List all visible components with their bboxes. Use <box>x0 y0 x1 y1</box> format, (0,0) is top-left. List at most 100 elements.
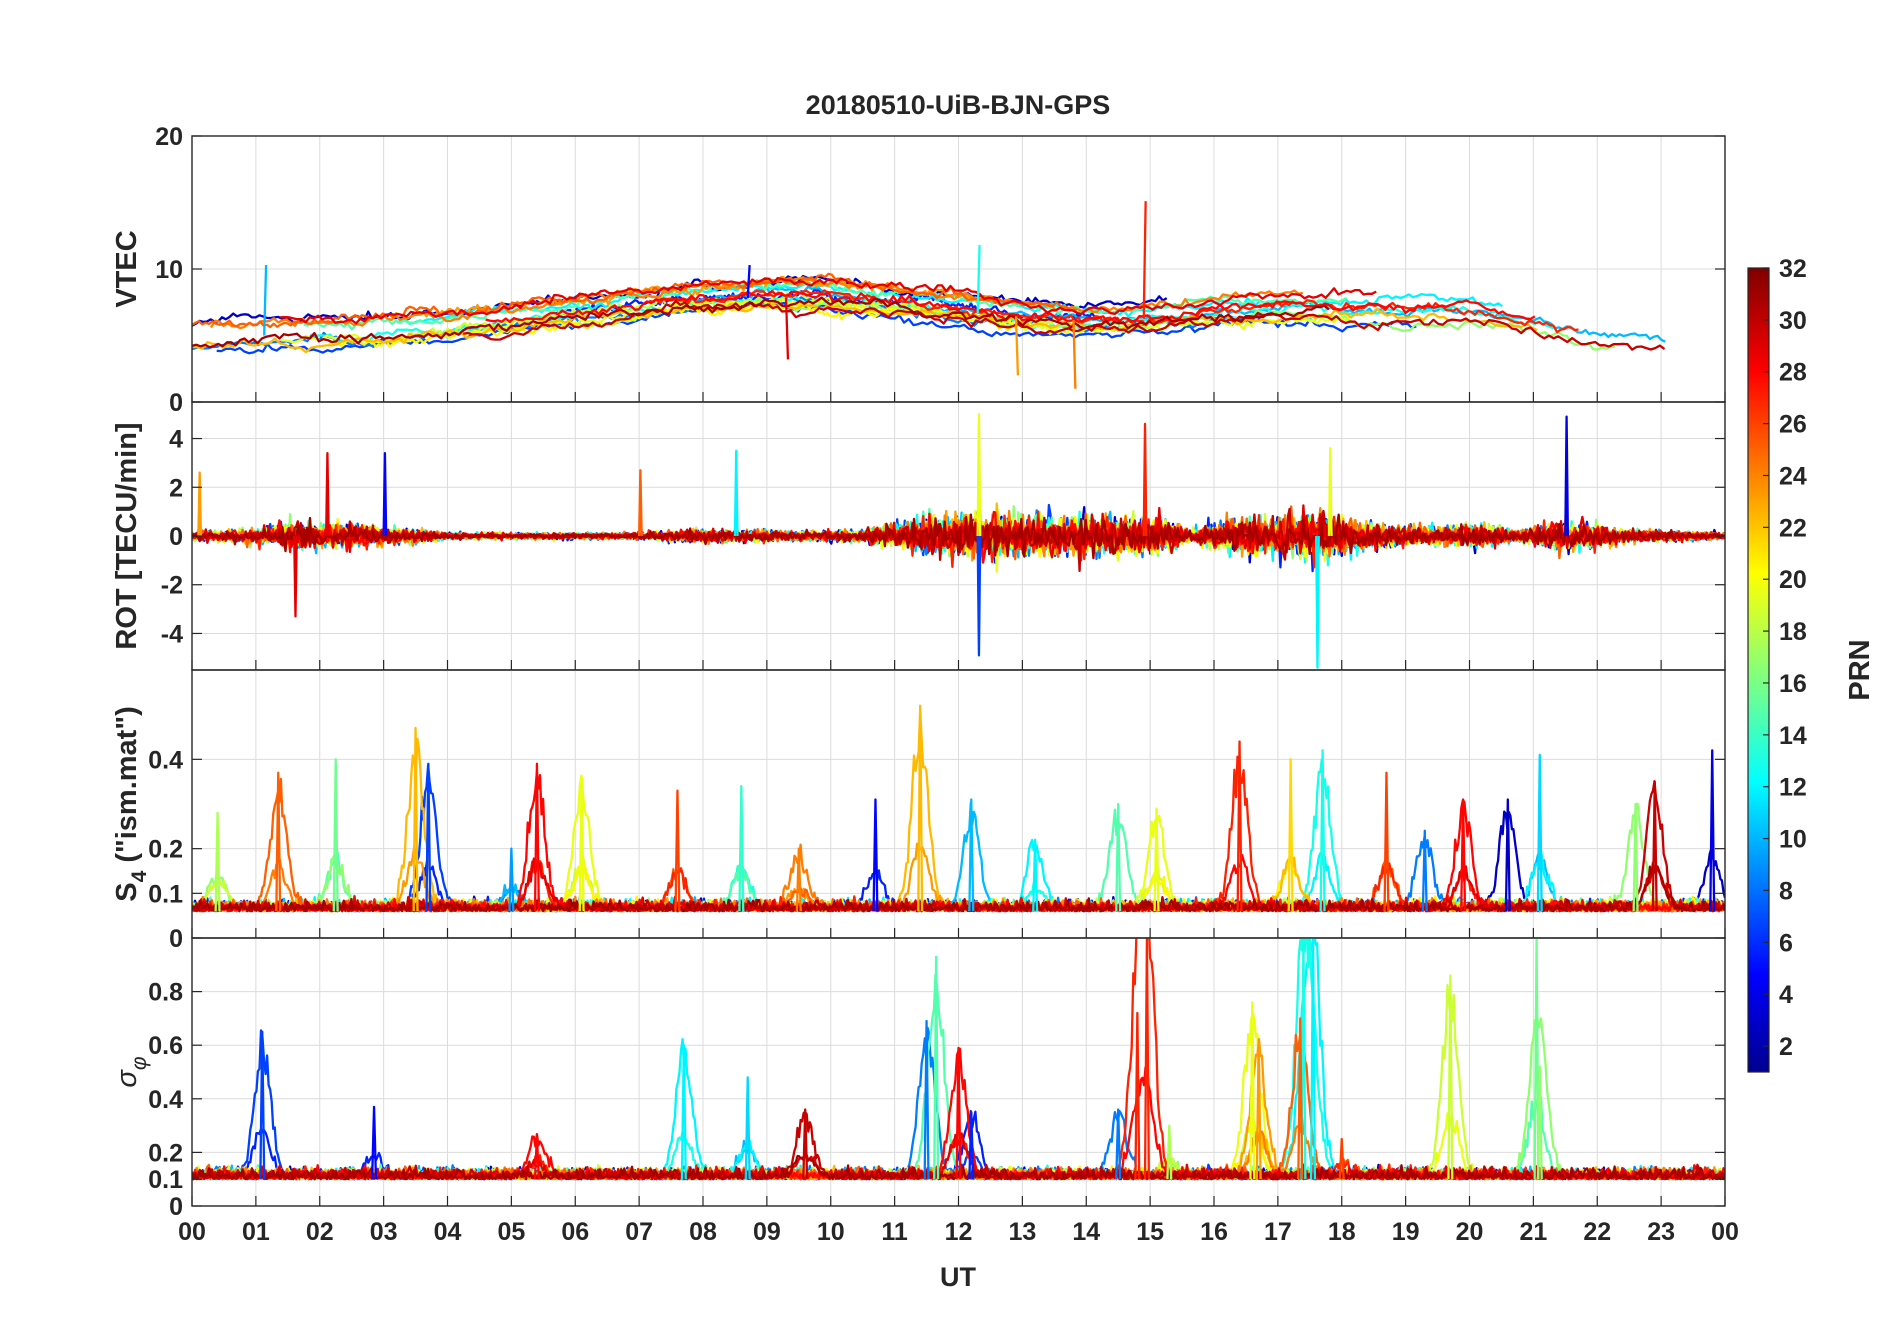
s4-peak <box>1383 771 1390 912</box>
colorbar-tick-label: 22 <box>1779 514 1807 542</box>
vtec-spike <box>263 264 268 336</box>
vtec-y-axis-label: VTEC <box>111 230 143 307</box>
x-tick-label: 19 <box>1392 1218 1420 1246</box>
s4-peak <box>1287 758 1294 912</box>
rot-ytick-label: -4 <box>161 620 183 648</box>
rot-spike <box>1142 422 1148 537</box>
rot-ytick-label: 4 <box>169 426 183 454</box>
s4-trace <box>192 863 1725 913</box>
colorbar-tick-label: 2 <box>1779 1033 1793 1061</box>
vtec-grid <box>191 135 1726 403</box>
x-tick-label: 12 <box>945 1218 973 1246</box>
s4-peak <box>795 847 802 912</box>
sigma_phi-peak <box>923 1019 930 1180</box>
sigma_phi-ytick-label: 0.4 <box>148 1086 183 1114</box>
sigma_phi-y-axis-label: σφ <box>111 1056 151 1088</box>
colorbar-tick-label: 16 <box>1779 670 1807 698</box>
colorbar-tick-label: 30 <box>1779 307 1807 335</box>
x-tick-label: 01 <box>242 1218 270 1246</box>
sigma_phi-ytick-label: 0.8 <box>148 979 183 1007</box>
colorbar-tick-label: 24 <box>1779 462 1807 490</box>
panel-rot: -4 -2 0 2 4 ROT [TECU/min] <box>111 401 1726 671</box>
s4-peak <box>1460 798 1467 912</box>
panel-vtec: 0 10 20 VTEC <box>111 123 1726 417</box>
sigma_phi-peak <box>968 1111 975 1180</box>
colorbar-tick-label: 10 <box>1779 826 1807 854</box>
colorbar-tick-label: 8 <box>1779 877 1793 905</box>
s4-ylabel-sub: 4 <box>128 870 151 882</box>
rot-spike <box>197 471 203 537</box>
s4-peak <box>533 762 540 912</box>
x-tick-label: 09 <box>753 1218 781 1246</box>
rot-spike <box>637 469 643 537</box>
sigma_phi-peak <box>1338 1137 1345 1180</box>
vtec-spike <box>976 245 981 314</box>
s4-ytick-label: 0.4 <box>148 746 183 774</box>
rot-spike <box>1564 415 1570 537</box>
sigma_phi-peak <box>1249 1001 1256 1180</box>
x-tick-label: 18 <box>1328 1218 1356 1246</box>
sigma_phi-peak <box>1255 1038 1262 1180</box>
x-tick-label: 22 <box>1583 1218 1611 1246</box>
s4-ylabel-rest: ("ism.mat") <box>111 706 143 870</box>
s4-traces <box>192 704 1725 913</box>
sigma_phi-peak <box>1536 1065 1543 1180</box>
rot-ytick-label: 0 <box>169 523 183 551</box>
vtec-ytick-label: 0 <box>169 389 183 417</box>
s4-ytick-label: 0 <box>169 925 183 953</box>
colorbar-tick-label: 20 <box>1779 566 1807 594</box>
x-tick-label: 07 <box>625 1218 653 1246</box>
x-tick-label: 14 <box>1072 1218 1100 1246</box>
colorbar-label: PRN <box>1844 639 1876 700</box>
panel-sigma_phi: 00.10.2 0.4 0.6 0.8 σφ <box>111 937 1726 1221</box>
s4-peak <box>1236 740 1243 912</box>
colorbar-tick-label: 14 <box>1779 722 1807 750</box>
x-tick-label: 04 <box>434 1218 462 1246</box>
colorbar-tick-label: 26 <box>1779 411 1807 439</box>
rot-y-axis-label: ROT [TECU/min] <box>111 422 143 649</box>
sigma_phi-peak <box>533 1135 540 1180</box>
rot-spike <box>324 452 330 537</box>
rot-spike <box>733 449 739 537</box>
s4-peak <box>508 847 515 912</box>
s4-peak <box>578 776 585 912</box>
sigma_phi-peak <box>1115 1108 1122 1180</box>
sigma_phi-ytick-label: 0.6 <box>148 1032 183 1060</box>
sigma_phi-ytick-label: 0 <box>169 1193 183 1221</box>
sigma_phi-trace <box>192 1144 1725 1181</box>
sigma_phi-peak <box>802 1108 809 1180</box>
sigma_phi-trace <box>192 1110 1725 1181</box>
vtec-spike <box>1014 316 1020 376</box>
rot-ytick-label: -2 <box>161 572 183 600</box>
rot-spike <box>1327 447 1333 537</box>
s4-peak <box>412 726 419 912</box>
chart-title: 20180510-UiB-BJN-GPS <box>806 90 1111 120</box>
s4-peak <box>1319 749 1326 912</box>
rot-ytick-label: 2 <box>169 474 183 502</box>
x-tick-label: 20 <box>1456 1218 1484 1246</box>
s4-peak <box>1153 807 1160 912</box>
x-tick-label: 23 <box>1647 1218 1675 1246</box>
colorbar-gradient <box>1747 267 1770 1073</box>
sigma_phi-ytick-label: 0.2 <box>148 1139 183 1167</box>
rot-spike <box>293 535 298 618</box>
sigma_phi-peak <box>955 1046 962 1180</box>
s4-peak <box>1421 829 1428 912</box>
s4-peak <box>275 771 282 912</box>
x-tick-label: 03 <box>370 1218 398 1246</box>
s4-peak <box>1709 749 1716 912</box>
vtec-spike <box>1072 320 1077 389</box>
colorbar-tick-label: 28 <box>1779 359 1807 387</box>
colorbar-tick-label: 32 <box>1779 255 1807 283</box>
s4-peak <box>968 798 975 912</box>
s4-ylabel-main: S <box>111 882 143 901</box>
sigma_phi-ylabel-sub: φ <box>128 1056 151 1070</box>
x-tick-label: 16 <box>1200 1218 1228 1246</box>
x-tick-label: 08 <box>689 1218 717 1246</box>
vtec-ytick-label: 10 <box>155 256 183 284</box>
s4-peak <box>1651 780 1658 912</box>
sigma_phi-peak <box>259 1030 266 1180</box>
x-tick-label: 00 <box>178 1218 206 1246</box>
x-tick-label: 00 <box>1711 1218 1739 1246</box>
